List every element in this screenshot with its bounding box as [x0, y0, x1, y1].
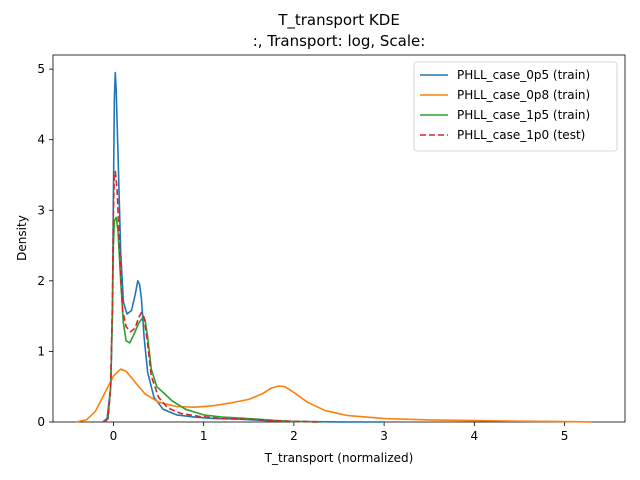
y-axis: 0 1 2 3 4 5	[37, 62, 53, 429]
x-tick-label: 2	[290, 429, 298, 443]
series-line-1	[102, 71, 385, 423]
chart-subtitle: :, Transport: log, Scale:	[253, 32, 426, 50]
y-tick-label: 4	[37, 133, 45, 147]
legend-box	[413, 61, 618, 152]
legend-label-4: PHLL_case_1p0 (test)	[457, 128, 585, 142]
y-tick-label: 0	[37, 415, 45, 429]
x-tick-label: 1	[200, 429, 208, 443]
x-tick-label: 3	[380, 429, 388, 443]
x-tick-label: 4	[471, 429, 479, 443]
chart-title: T_transport KDE	[277, 11, 400, 30]
series-line-3	[103, 216, 322, 423]
y-tick-label: 3	[37, 203, 45, 217]
x-tick-label: 0	[110, 429, 118, 443]
series-line-2	[75, 368, 592, 423]
y-tick-label: 1	[37, 344, 45, 358]
series-line-4	[103, 170, 322, 423]
legend-label-3: PHLL_case_1p5 (train)	[457, 108, 590, 122]
x-axis-label: T_transport (normalized)	[264, 451, 414, 465]
y-axis-label: Density	[15, 215, 29, 261]
y-tick-label: 2	[37, 274, 45, 288]
legend-label-1: PHLL_case_0p5 (train)	[457, 68, 590, 82]
x-tick-label: 5	[561, 429, 569, 443]
series-lines	[75, 71, 592, 423]
y-tick-label: 5	[37, 62, 45, 76]
legend-label-2: PHLL_case_0p8 (train)	[457, 88, 590, 102]
x-axis: 0 1 2 3 4 5	[110, 422, 569, 443]
legend: PHLL_case_0p5 (train) PHLL_case_0p8 (trai…	[413, 61, 618, 152]
